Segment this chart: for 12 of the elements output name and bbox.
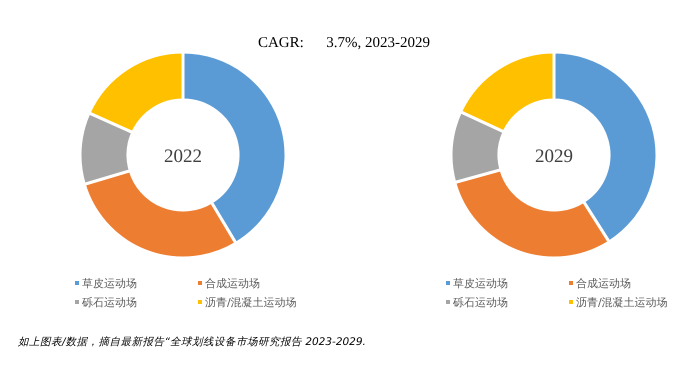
legend-label: 砾石运动场 xyxy=(452,296,508,309)
legend-label: 合成运动场 xyxy=(205,277,260,290)
legend-label: 沥青/混凝土运动场 xyxy=(576,296,668,309)
legend-label: 草皮运动场 xyxy=(82,277,137,290)
text: 2022 xyxy=(164,146,202,167)
text: CAGR: 3.7%, 2023-2029 xyxy=(258,35,430,51)
text: 2029 xyxy=(535,146,573,167)
legend-label: 砾石运动场 xyxy=(81,296,137,309)
legend-label: 沥青/混凝土运动场 xyxy=(205,296,297,309)
legend-label: 草皮运动场 xyxy=(453,277,508,290)
text: 如上图表/数据，摘自最新报告“全球划线设备市场研究报告 2023-2029. xyxy=(17,336,366,348)
legend-label: 合成运动场 xyxy=(576,277,631,290)
